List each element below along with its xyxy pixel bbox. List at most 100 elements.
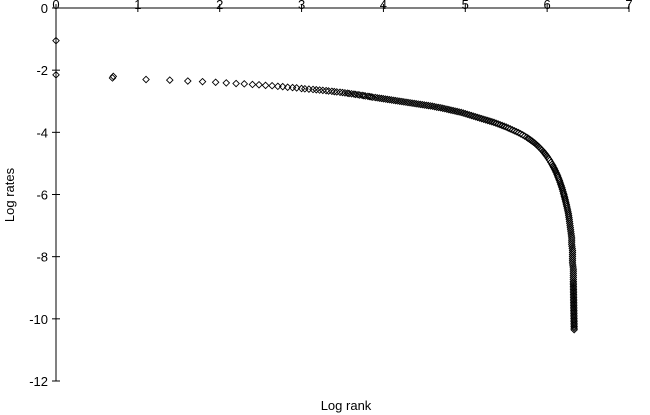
data-point — [569, 267, 578, 276]
data-point — [570, 324, 578, 332]
data-point — [324, 87, 333, 95]
x-tick-label: 6 — [544, 0, 551, 12]
dense-band — [373, 93, 578, 332]
x-tick-label: 7 — [625, 0, 632, 12]
data-point — [451, 107, 459, 115]
data-point — [556, 178, 564, 187]
data-point — [569, 271, 578, 280]
y-axis-title: Log rates — [2, 167, 17, 222]
data-point — [328, 87, 336, 96]
data-point — [268, 81, 276, 90]
data-point — [506, 125, 515, 133]
data-point — [570, 319, 578, 328]
data-point — [443, 105, 451, 114]
data-point — [568, 250, 577, 259]
data-point — [368, 93, 377, 102]
data-point — [428, 102, 437, 111]
data-point — [278, 82, 287, 91]
data-point — [488, 117, 496, 126]
data-point — [292, 84, 301, 92]
data-point — [283, 83, 292, 92]
data-point — [546, 158, 555, 167]
data-point — [319, 86, 327, 95]
data-point — [477, 114, 486, 123]
data-point — [568, 252, 577, 261]
data-point — [261, 81, 270, 90]
y-tick-label: 0 — [41, 1, 48, 16]
x-tick-label: 0 — [52, 0, 59, 12]
data-point — [297, 84, 306, 93]
data-point — [273, 82, 282, 91]
data-point — [479, 115, 488, 124]
data-point — [165, 76, 174, 84]
data-point — [240, 80, 249, 88]
data-point — [465, 111, 474, 119]
data-point — [502, 123, 511, 131]
data-point — [312, 85, 321, 94]
data-point — [459, 109, 468, 117]
data-point — [504, 124, 513, 132]
data-point — [560, 190, 568, 199]
data-point — [548, 160, 556, 169]
x-tick-label: 4 — [380, 0, 387, 12]
data-point — [469, 112, 478, 121]
data-point — [486, 117, 494, 125]
data-point — [255, 80, 263, 89]
data-point — [556, 180, 565, 188]
x-tick-label: 1 — [134, 0, 141, 12]
data-point — [542, 151, 550, 160]
data-point — [322, 86, 330, 95]
data-point — [447, 106, 455, 114]
data-point — [473, 113, 482, 122]
data-point — [568, 256, 577, 265]
data-point — [345, 89, 353, 98]
y-tick-label: -4 — [36, 125, 48, 140]
data-point — [222, 79, 231, 87]
x-tick-label: 2 — [216, 0, 223, 12]
data-point — [549, 163, 558, 172]
data-point — [492, 119, 500, 128]
data-point — [109, 72, 118, 81]
data-point — [232, 79, 240, 88]
y-tick-label: -10 — [29, 312, 48, 327]
data-point — [557, 182, 566, 190]
data-point — [568, 254, 577, 263]
data-point — [211, 78, 220, 87]
data-point — [198, 77, 207, 86]
data-point — [52, 36, 60, 45]
x-axis-title: Log rank — [321, 398, 372, 413]
data-point — [563, 204, 572, 213]
data-point — [449, 106, 457, 115]
data-point — [475, 114, 484, 122]
data-point — [436, 103, 445, 112]
data-point — [445, 105, 453, 114]
data-point — [500, 122, 509, 131]
data-point — [516, 129, 525, 138]
axes: 0 1 2 3 4 5 6 7 0 -2 -4 -6 -8 -10 -12 — [29, 0, 632, 389]
data-point — [561, 197, 570, 206]
data-point — [309, 85, 317, 94]
data-point — [567, 238, 576, 246]
data-points — [52, 36, 578, 334]
data-point — [332, 88, 341, 96]
data-point — [553, 172, 562, 180]
data-point — [455, 108, 463, 116]
data-point — [520, 132, 529, 140]
data-point — [467, 111, 476, 120]
data-point — [496, 120, 504, 129]
y-tick-label: -6 — [36, 188, 48, 203]
data-point — [248, 80, 257, 89]
data-point — [510, 126, 519, 135]
data-point — [338, 88, 347, 97]
data-point — [52, 70, 60, 79]
data-point — [508, 126, 517, 134]
data-point — [336, 88, 344, 97]
x-tick-label: 3 — [298, 0, 305, 12]
data-point — [461, 109, 470, 118]
data-point — [514, 128, 523, 137]
data-point — [498, 121, 506, 130]
data-point — [457, 108, 466, 117]
data-point — [440, 104, 449, 113]
data-point — [570, 322, 578, 331]
